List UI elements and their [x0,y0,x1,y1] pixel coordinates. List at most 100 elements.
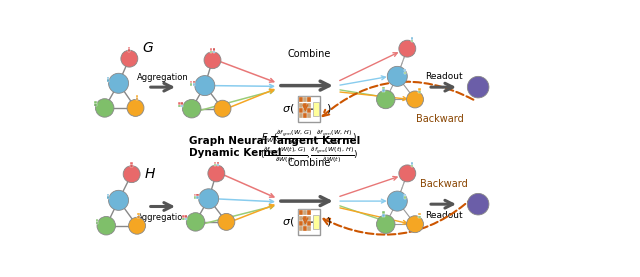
Bar [107,194,109,196]
Text: $\cdot$: $\cdot$ [309,216,314,229]
Bar [419,88,420,91]
Bar [303,108,307,113]
Bar [404,72,406,74]
Bar [196,196,199,199]
Circle shape [95,99,114,117]
Text: $E_W(\frac{\partial f_{gnn}(W,\,G)}{\partial W},\frac{\partial f_{gnn}(W,\,H)}{\: $E_W(\frac{\partial f_{gnn}(W,\,G)}{\par… [261,128,356,147]
Bar [182,216,184,218]
Circle shape [97,217,115,235]
Bar [181,105,184,107]
Bar [185,216,188,218]
Bar [214,161,216,164]
Bar [411,165,413,167]
Bar [307,221,311,226]
Circle shape [186,213,205,231]
Text: Readout: Readout [425,211,462,220]
Circle shape [109,190,129,210]
Bar [128,47,131,49]
Bar [299,216,303,221]
Bar [307,102,311,107]
Text: $\cdot$: $\cdot$ [309,102,314,115]
Text: $\sigma($: $\sigma($ [282,102,294,115]
Circle shape [399,165,416,182]
Bar [193,83,195,86]
Text: $\sigma($: $\sigma($ [282,216,294,229]
Bar [181,102,184,104]
Bar [210,48,212,51]
Circle shape [123,166,140,183]
Text: $H$: $H$ [144,167,156,181]
Circle shape [376,90,395,109]
Bar [411,37,413,40]
Text: $)$: $)$ [326,216,331,229]
Circle shape [218,213,235,230]
Circle shape [109,73,129,93]
Bar [182,218,184,220]
Bar [190,81,193,83]
Text: Combine: Combine [287,158,330,168]
Bar [212,51,215,53]
Bar [419,91,420,93]
Bar [299,113,303,118]
Circle shape [467,76,489,98]
Text: $(\frac{\partial f_{gnn}(W(t),\,G)}{\partial W(t)},\frac{\partial f_{gnn}(W(t),\: $(\frac{\partial f_{gnn}(W(t),\,G)}{\par… [260,145,358,165]
Bar [96,222,98,224]
Bar [138,213,140,216]
Bar [216,161,219,164]
Text: Dynamic Kernel: Dynamic Kernel [189,148,282,158]
Bar [299,102,303,107]
Bar [216,164,219,166]
Text: Combine: Combine [287,49,330,59]
Bar [382,87,385,89]
Text: Aggregation: Aggregation [136,73,188,82]
Bar [212,48,215,51]
Bar [299,97,303,102]
Circle shape [198,189,219,209]
Bar [307,97,311,102]
Bar [303,102,307,107]
FancyBboxPatch shape [298,96,319,122]
Bar [107,196,109,199]
Bar [136,98,138,100]
Bar [136,95,138,98]
Bar [382,212,385,214]
Circle shape [208,165,225,182]
Bar [404,194,406,196]
Circle shape [127,99,144,116]
Bar [314,101,319,116]
Bar [299,210,303,216]
Bar [307,210,311,216]
Bar [194,194,196,196]
Bar [210,51,212,53]
Bar [299,221,303,226]
Bar [299,108,303,113]
Bar [411,40,413,42]
Bar [303,221,307,226]
Bar [190,83,193,86]
Bar [307,226,311,232]
Circle shape [399,40,416,57]
Circle shape [376,215,395,234]
Text: Readout: Readout [425,72,462,81]
Bar [303,210,307,216]
Bar [419,216,420,218]
Text: Backward: Backward [420,179,467,189]
Bar [131,165,133,167]
Bar [185,218,188,220]
Circle shape [387,191,407,211]
Bar [404,69,406,71]
Text: Backward: Backward [416,114,463,124]
Bar [94,104,97,106]
Circle shape [214,100,231,117]
Circle shape [387,66,407,86]
Bar [404,196,406,199]
Text: Aggregation: Aggregation [136,213,188,222]
Bar [382,214,385,217]
Circle shape [406,91,424,108]
Bar [303,226,307,232]
Circle shape [406,216,424,233]
Bar [179,102,180,104]
Bar [314,215,319,229]
Bar [419,213,420,215]
Bar [107,77,109,79]
